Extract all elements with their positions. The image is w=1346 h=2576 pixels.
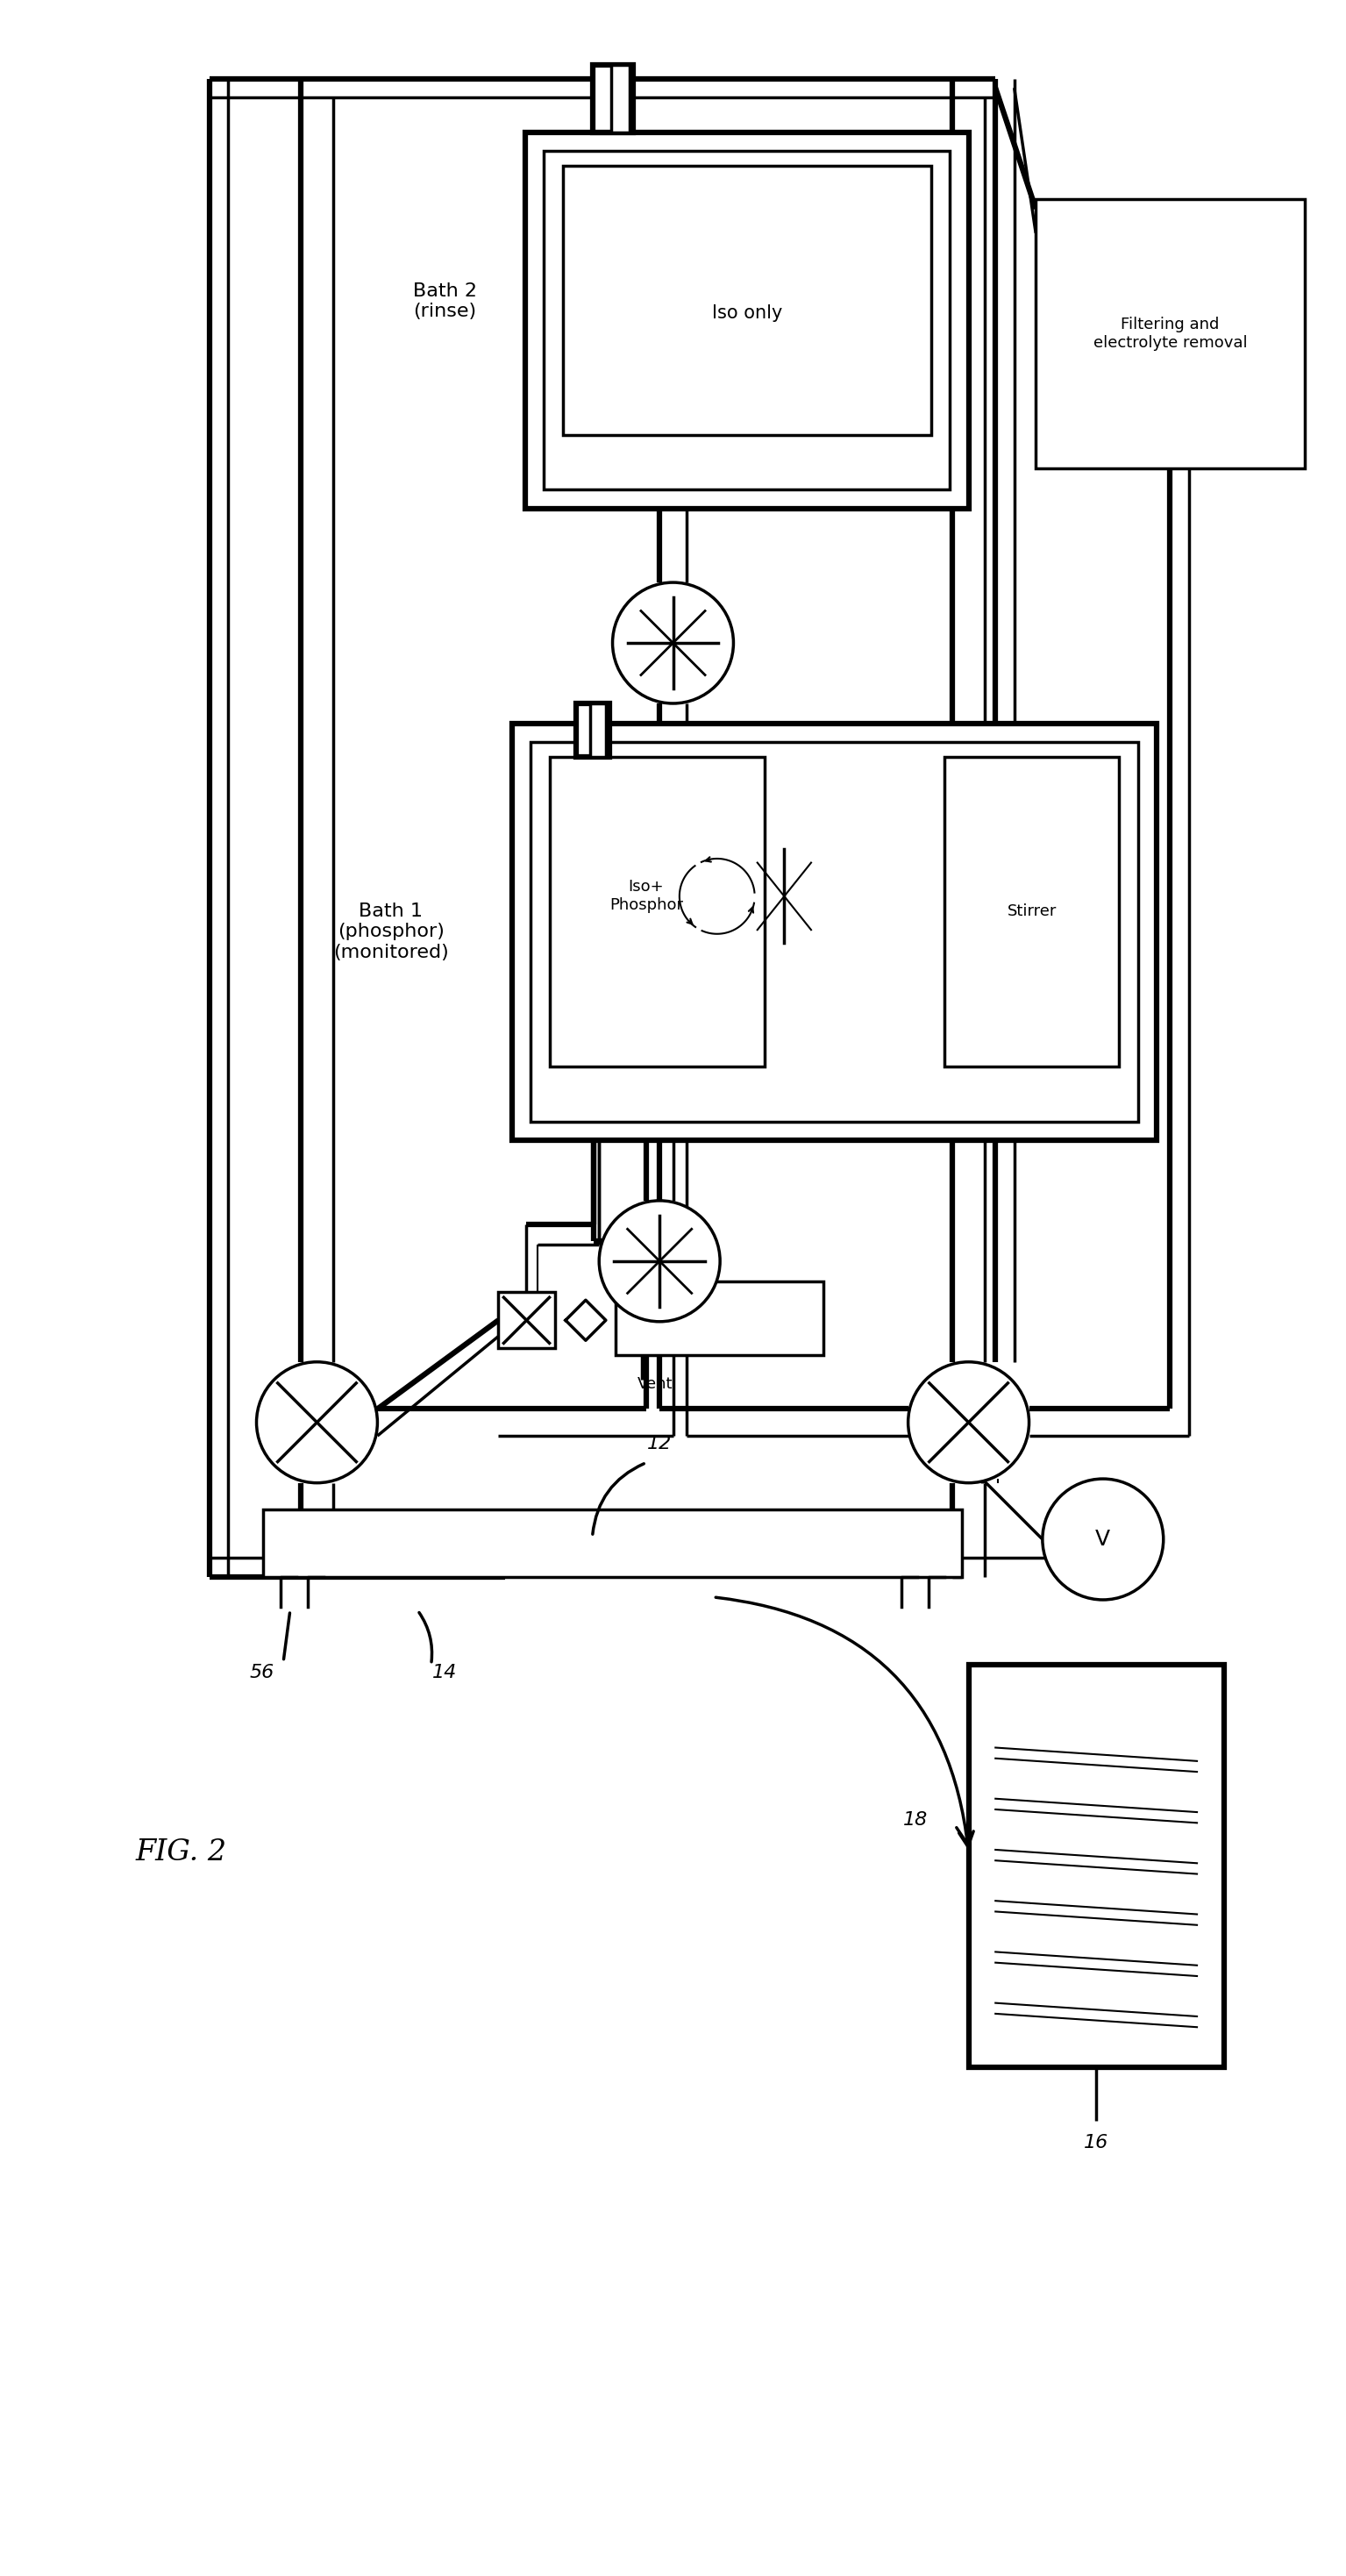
Bar (544, 152, 950, 489)
Text: 12: 12 (647, 1435, 672, 1453)
Bar (530, 742, 1137, 1121)
Bar (592, 64, 633, 131)
Bar (264, 1510, 962, 1577)
Bar (611, 64, 630, 131)
Bar (549, 757, 765, 1066)
Bar (563, 165, 931, 435)
Text: Bath 2
(rinse): Bath 2 (rinse) (413, 283, 476, 319)
Text: Iso+
Phosphor: Iso+ Phosphor (610, 878, 682, 914)
Text: Stirrer: Stirrer (1007, 904, 1057, 920)
Bar (498, 1293, 555, 1347)
Text: V: V (1096, 1528, 1110, 1551)
Circle shape (909, 1363, 1030, 1484)
Bar (525, 131, 969, 507)
Bar (590, 703, 606, 757)
Bar (1036, 198, 1304, 469)
Circle shape (599, 1200, 720, 1321)
Text: 56: 56 (250, 1664, 275, 1682)
Bar (615, 1280, 824, 1355)
Bar (945, 757, 1119, 1066)
Text: 18: 18 (903, 1811, 929, 1829)
Circle shape (257, 1363, 377, 1484)
Text: Vent: Vent (638, 1376, 673, 1391)
Text: 16: 16 (1084, 2133, 1109, 2151)
Text: Bath 1
(phosphor)
(monitored): Bath 1 (phosphor) (monitored) (332, 902, 448, 961)
Text: Filtering and
electrolyte removal: Filtering and electrolyte removal (1093, 317, 1248, 350)
Bar (969, 1664, 1224, 2069)
Text: FIG. 2: FIG. 2 (136, 1839, 227, 1868)
Text: 14: 14 (432, 1664, 458, 1682)
Bar (511, 724, 1156, 1141)
Circle shape (612, 582, 734, 703)
FancyArrowPatch shape (716, 1597, 973, 1847)
Bar (576, 703, 610, 757)
Text: Dry N2: Dry N2 (689, 1311, 748, 1327)
Circle shape (1043, 1479, 1163, 1600)
Text: Iso only: Iso only (712, 304, 782, 322)
